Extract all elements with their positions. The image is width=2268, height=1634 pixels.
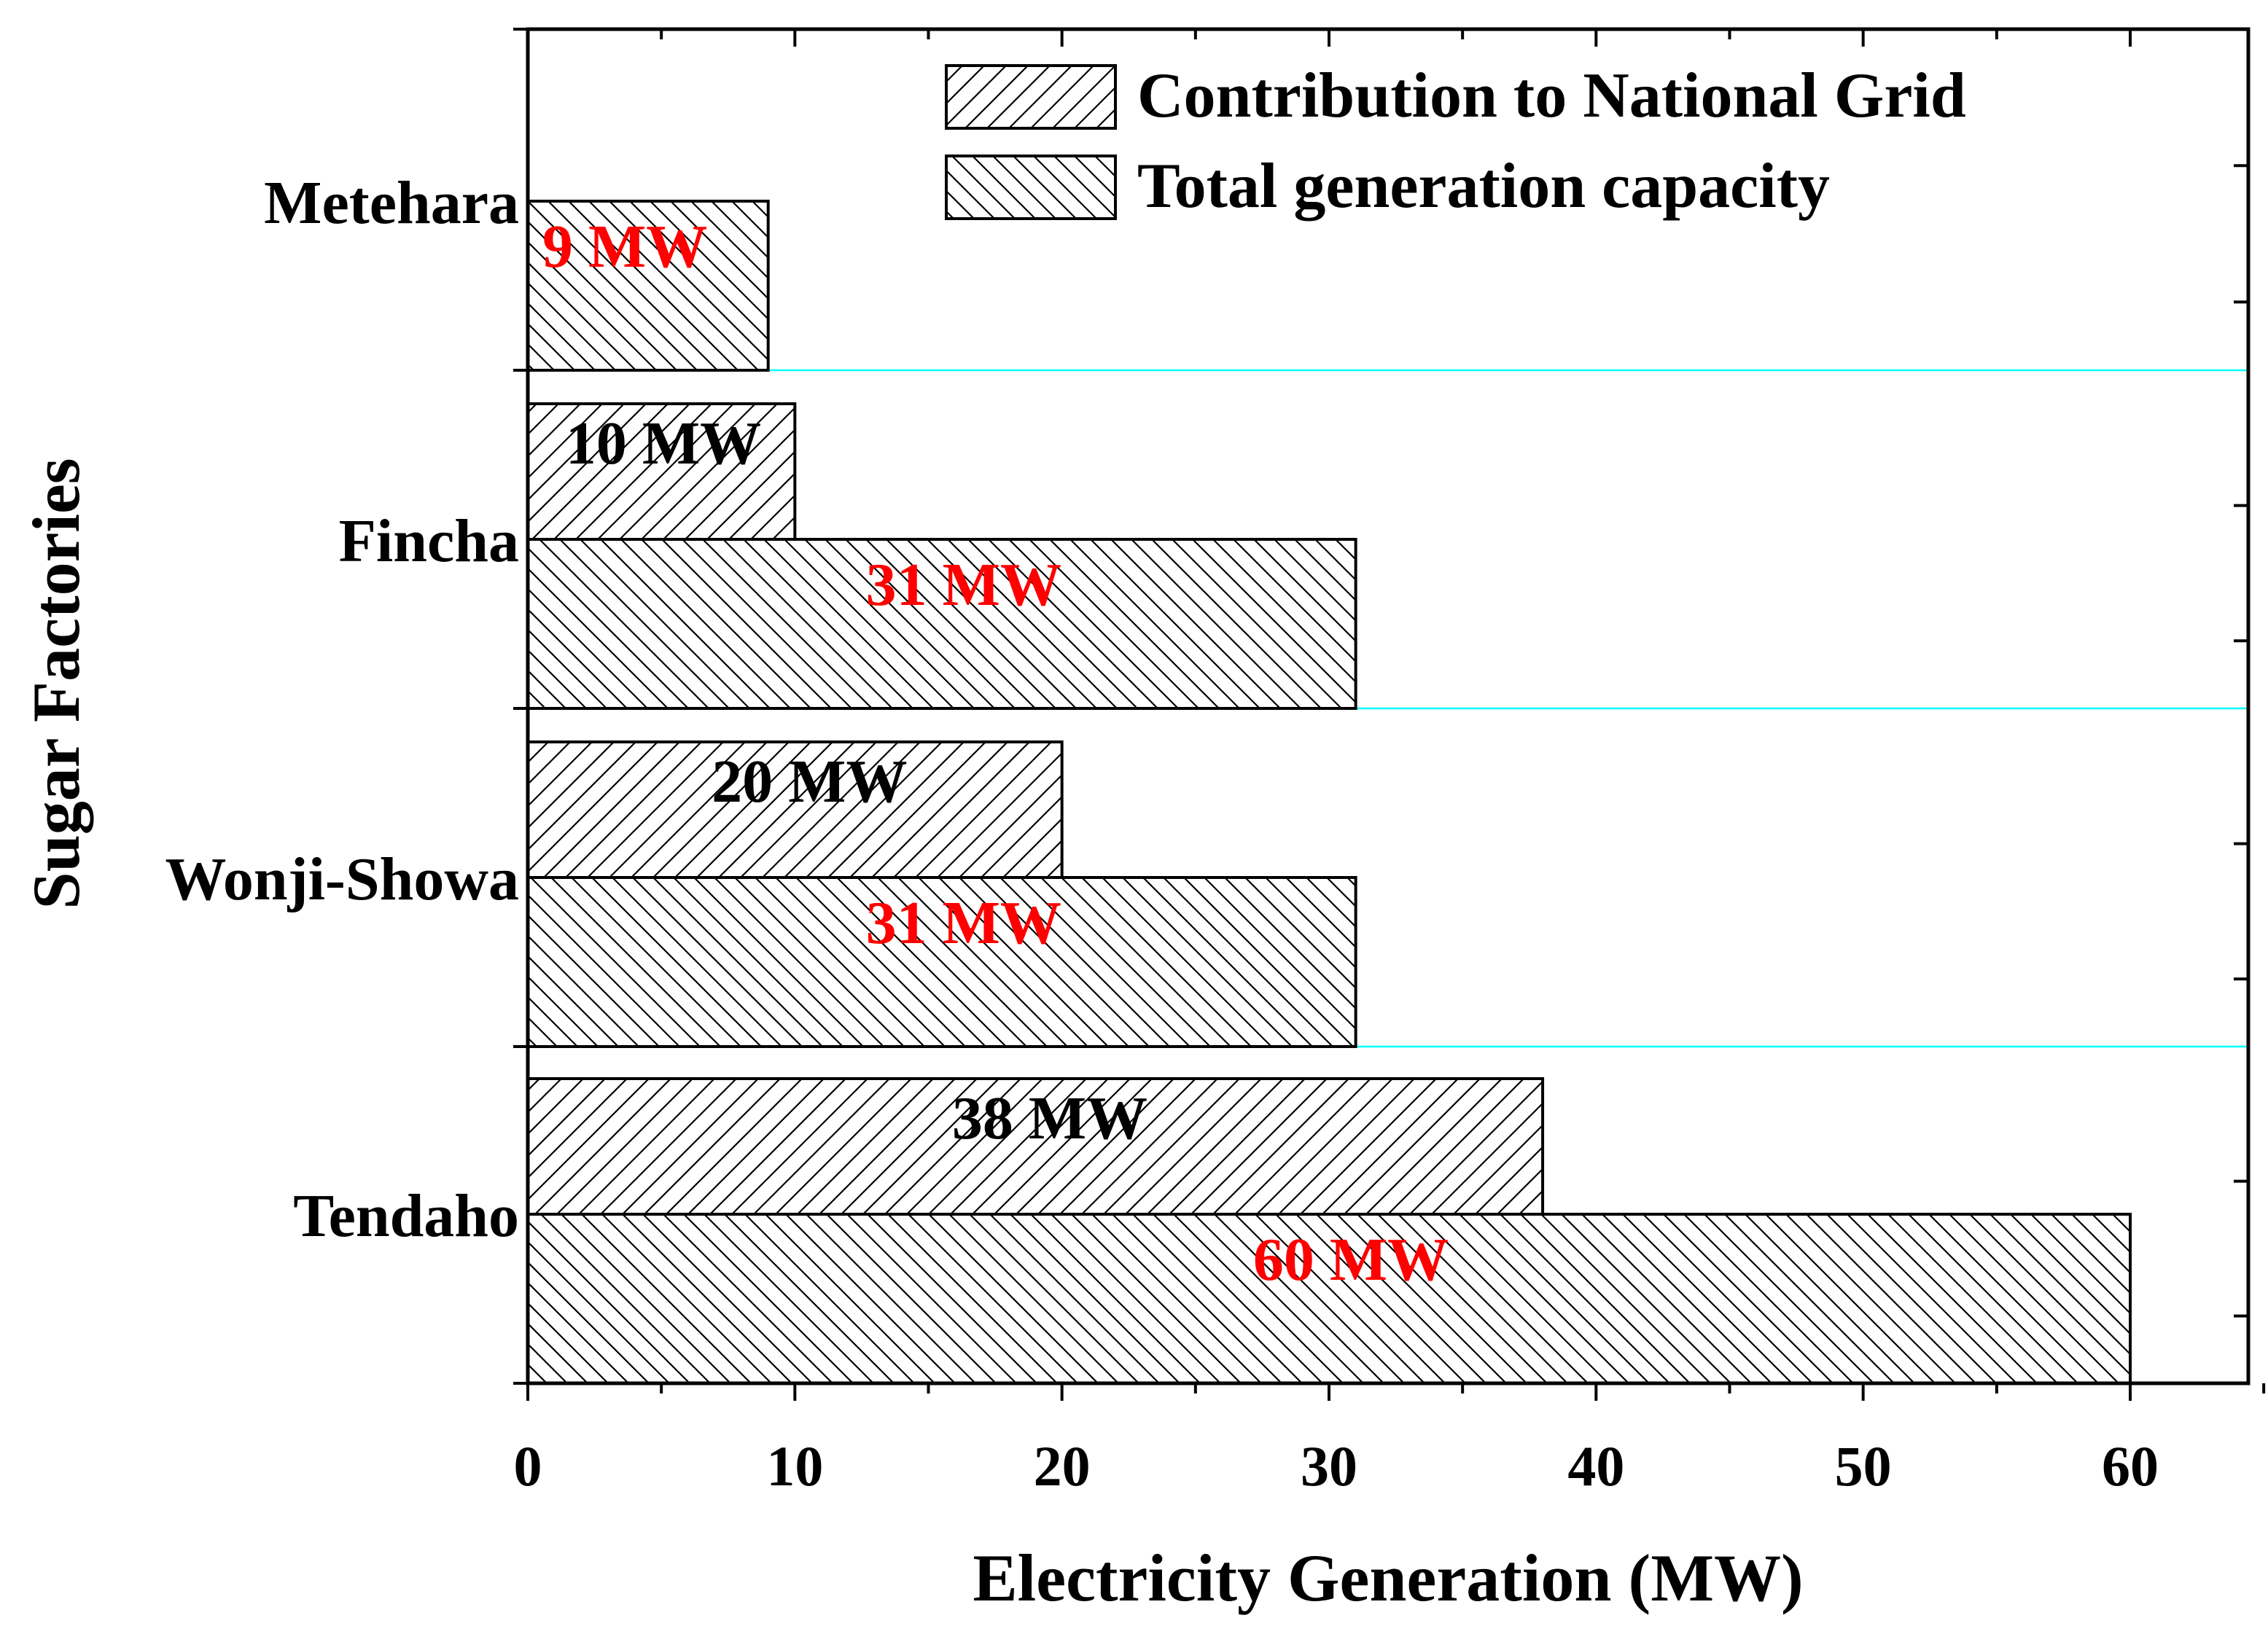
bar-label-total: 31 MW: [866, 889, 1061, 957]
plot-frame: [526, 27, 2251, 1385]
category-label: Tendaho: [293, 1182, 519, 1250]
legend-label-grid: Contribution to National Grid: [1137, 60, 1966, 131]
x-tick-label: 30: [1301, 1434, 1357, 1498]
bar-label-total: 9 MW: [542, 213, 707, 281]
x-tick-label: 50: [1835, 1434, 1892, 1498]
category-label: Wonji-Showa: [165, 845, 519, 913]
x-tick-label: 40: [1567, 1434, 1624, 1498]
legend-swatch-total: [945, 155, 1117, 220]
legend-label-total: Total generation capacity: [1137, 151, 1830, 222]
bar-total-capacity: [526, 200, 770, 372]
x-tick-label: 60: [2102, 1434, 2159, 1498]
x-tick-labels: 0 10 20 30 40 50 60: [514, 1434, 2159, 1498]
x-tick-label: 0: [514, 1434, 542, 1498]
bar-grid-contribution: [526, 402, 797, 541]
bar-label-total: 60 MW: [1253, 1226, 1449, 1294]
bar-total-capacity: [526, 538, 1357, 710]
x-axis-title: Electricity Generation (MW): [973, 1541, 1803, 1615]
axis-ticks: [513, 28, 2266, 1401]
bar-label-total: 31 MW: [866, 551, 1061, 619]
category-label: Fincha: [339, 507, 519, 575]
legend-swatch-grid: [945, 64, 1117, 130]
bar-total-capacity: [526, 876, 1357, 1048]
bar-label-grid: 10 MW: [566, 410, 761, 477]
legend: Contribution to National Grid Total gene…: [945, 60, 1966, 222]
x-tick-label: 10: [766, 1434, 823, 1498]
bars: [526, 200, 2132, 1385]
category-labels: Metehara Fincha Wonji-Showa Tendaho: [165, 169, 519, 1250]
bar-label-grid: 38 MW: [952, 1084, 1147, 1152]
x-tick-label: 20: [1034, 1434, 1091, 1498]
bar-labels: 9 MW 10 MW 31 MW 20 MW 31 MW 38 MW 60 MW: [542, 213, 1449, 1294]
category-label: Metehara: [264, 169, 519, 237]
y-axis-title: Sugar Factories: [19, 458, 93, 909]
bar-label-grid: 20 MW: [712, 748, 907, 816]
bar-total-capacity: [526, 1213, 2132, 1385]
